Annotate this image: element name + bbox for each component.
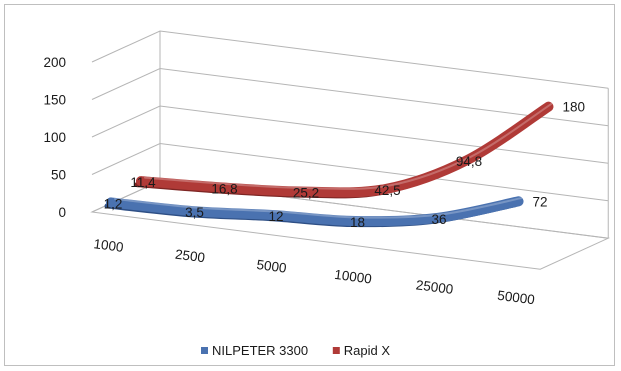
x-axis-tick-labels: 1000 2500 5000 10000 25000 50000	[93, 236, 536, 307]
series-ribbon-highlight	[143, 102, 554, 190]
data-label: 42,5	[374, 183, 400, 198]
series-ribbon	[106, 196, 524, 227]
data-label: 25,2	[293, 186, 319, 201]
legend: NILPETER 3300 Rapid X	[201, 343, 390, 358]
x-tick-label: 50000	[496, 288, 535, 308]
data-label: 11,4	[130, 175, 156, 190]
gridline	[91, 30, 609, 89]
data-label: 12	[269, 209, 284, 224]
legend-swatch	[332, 347, 340, 354]
data-label: 16,8	[211, 181, 237, 196]
series-ribbon	[135, 101, 554, 198]
series-ribbon-highlight	[114, 196, 524, 219]
data-label: 1,2	[104, 196, 123, 211]
data-label: 3,5	[185, 205, 204, 220]
data-label: 36	[432, 212, 447, 227]
data-label: 94,8	[456, 154, 482, 169]
x-tick-label: 25000	[415, 277, 454, 297]
x-tick-label: 10000	[333, 267, 372, 287]
y-tick-label: 200	[43, 55, 66, 70]
y-tick-label: 100	[43, 130, 66, 145]
legend-label: Rapid X	[344, 343, 391, 358]
x-tick-label: 1000	[93, 236, 125, 255]
y-tick-label: 150	[43, 93, 66, 108]
data-labels: 11,4 16,8 25,2 42,5 94,8 180 1,2 3,5 12 18 36 72	[104, 100, 585, 230]
x-tick-label: 5000	[256, 257, 288, 276]
data-label: 180	[562, 100, 585, 115]
y-tick-label: 50	[51, 168, 66, 183]
legend-swatch	[201, 347, 208, 354]
legend-label: NILPETER 3300	[212, 343, 308, 358]
y-axis-tick-labels: 0 50 100 150 200	[43, 55, 66, 220]
chart-frame	[4, 4, 615, 366]
series-ribbons	[104, 101, 554, 228]
y-tick-label: 0	[58, 205, 66, 220]
data-label: 18	[350, 215, 365, 230]
x-tick-label: 2500	[174, 247, 206, 266]
chart-floor	[90, 31, 611, 270]
data-label: 72	[533, 194, 548, 209]
